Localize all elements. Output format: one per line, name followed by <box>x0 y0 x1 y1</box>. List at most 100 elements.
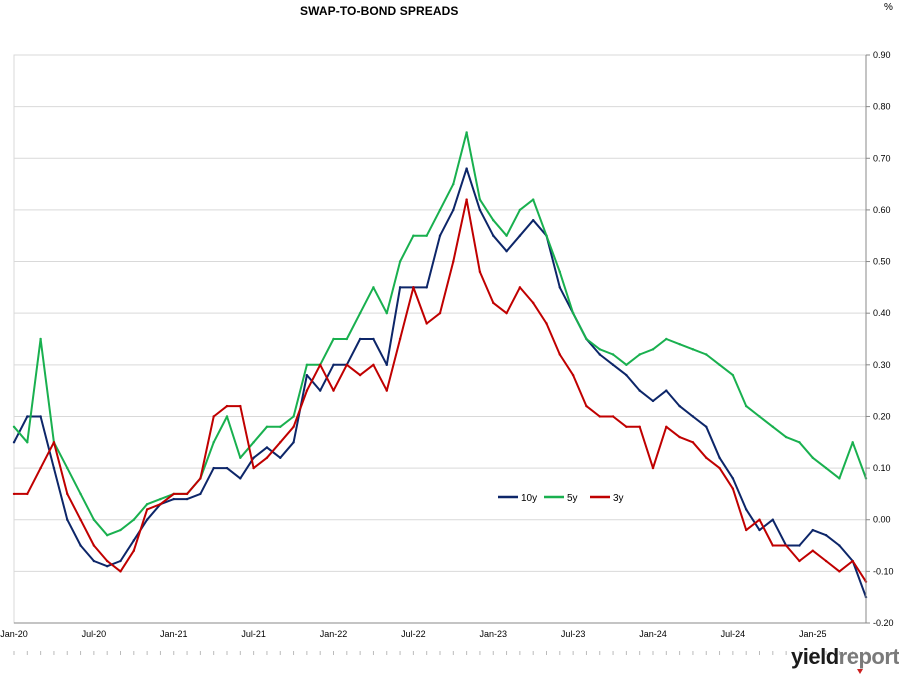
data-point-5y <box>79 492 82 496</box>
data-point-10y <box>731 477 735 480</box>
data-point-5y <box>252 441 255 444</box>
data-point-10y <box>798 544 801 547</box>
data-point-10y <box>558 286 562 289</box>
chart-title: SWAP-TO-BOND SPREADS <box>300 4 459 18</box>
data-point-10y <box>718 456 721 459</box>
data-point-3y <box>318 363 322 367</box>
data-point-10y <box>452 208 455 212</box>
data-point-10y <box>531 219 535 222</box>
data-point-5y <box>625 363 628 367</box>
data-point-10y <box>92 559 96 563</box>
data-point-10y <box>358 337 362 341</box>
x-tick-label: Jul-21 <box>241 629 266 639</box>
data-point-3y <box>358 373 362 377</box>
legend-label-3y: 3y <box>613 493 624 504</box>
data-point-5y <box>66 466 69 470</box>
data-point-10y <box>212 466 215 470</box>
data-point-3y <box>385 389 388 392</box>
y-tick-label: 0.90 <box>873 50 891 60</box>
x-tick-label: Jul-22 <box>401 629 426 639</box>
data-point-5y <box>731 373 735 377</box>
data-point-10y <box>26 415 29 418</box>
data-point-10y <box>372 337 375 341</box>
data-point-10y <box>239 477 242 480</box>
data-point-5y <box>505 234 508 237</box>
data-point-3y <box>372 363 375 367</box>
y-tick-label: 0.20 <box>873 411 891 421</box>
data-point-10y <box>705 425 708 428</box>
data-point-3y <box>771 544 775 547</box>
data-point-5y <box>212 441 215 444</box>
data-point-3y <box>92 544 96 547</box>
y-tick-label: 0.10 <box>873 463 891 473</box>
data-point-5y <box>558 270 562 274</box>
data-point-3y <box>838 570 841 573</box>
data-point-3y <box>478 270 482 274</box>
data-point-5y <box>225 415 229 418</box>
data-point-3y <box>545 322 548 325</box>
data-point-10y <box>438 234 442 237</box>
data-point-3y <box>611 415 615 418</box>
data-point-3y <box>332 389 335 392</box>
data-point-3y <box>12 492 16 496</box>
data-point-5y <box>678 342 681 346</box>
y-tick-label: 0.50 <box>873 257 891 267</box>
logo-part-yield: yield <box>791 644 839 669</box>
data-point-10y <box>425 286 428 289</box>
data-point-10y <box>398 286 402 289</box>
data-point-5y <box>478 198 482 201</box>
data-point-5y <box>531 198 535 201</box>
data-point-3y <box>492 301 495 305</box>
data-point-3y <box>558 353 562 356</box>
data-point-10y <box>758 528 761 532</box>
data-point-3y <box>212 415 215 418</box>
data-point-5y <box>398 260 402 263</box>
data-point-5y <box>305 363 309 367</box>
y-tick-label: 0.80 <box>873 102 891 112</box>
x-tick-label: Jul-23 <box>561 629 586 639</box>
data-point-10y <box>332 363 335 367</box>
data-point-3y <box>758 518 761 521</box>
data-point-10y <box>691 415 695 418</box>
data-point-3y <box>598 415 601 418</box>
series-line-3y <box>14 198 867 583</box>
y-axis-unit: % <box>884 2 893 13</box>
data-point-5y <box>385 311 388 315</box>
data-point-10y <box>12 441 16 444</box>
data-point-3y <box>718 466 721 470</box>
data-point-3y <box>585 404 588 408</box>
y-tick-label: 0.60 <box>873 205 891 215</box>
data-point-5y <box>92 518 96 521</box>
data-point-5y <box>425 234 428 237</box>
x-tick-label: Jan-23 <box>479 629 507 639</box>
data-point-3y <box>438 311 442 315</box>
data-point-5y <box>811 456 814 459</box>
data-point-10y <box>105 565 109 568</box>
data-point-5y <box>332 337 335 341</box>
data-point-10y <box>465 167 468 170</box>
data-point-5y <box>571 311 575 315</box>
data-point-10y <box>66 518 69 521</box>
data-point-3y <box>145 508 149 511</box>
data-point-5y <box>292 415 295 418</box>
data-point-10y <box>492 234 495 237</box>
data-point-10y <box>638 389 641 392</box>
data-point-3y <box>66 492 69 496</box>
data-point-10y <box>252 456 255 459</box>
data-point-3y <box>412 286 415 289</box>
data-point-10y <box>199 492 202 496</box>
data-point-10y <box>119 559 122 563</box>
data-point-3y <box>851 559 854 563</box>
data-point-5y <box>798 441 801 444</box>
data-point-3y <box>784 544 788 547</box>
y-tick-label: 0.70 <box>873 153 891 163</box>
series-lines <box>12 131 868 599</box>
data-point-3y <box>345 363 349 367</box>
data-point-5y <box>545 234 548 237</box>
data-point-5y <box>26 441 29 444</box>
data-point-10y <box>185 497 189 501</box>
data-point-3y <box>398 337 402 341</box>
x-tick-label: Jan-22 <box>320 629 348 639</box>
x-tick-label: Jul-20 <box>82 629 107 639</box>
